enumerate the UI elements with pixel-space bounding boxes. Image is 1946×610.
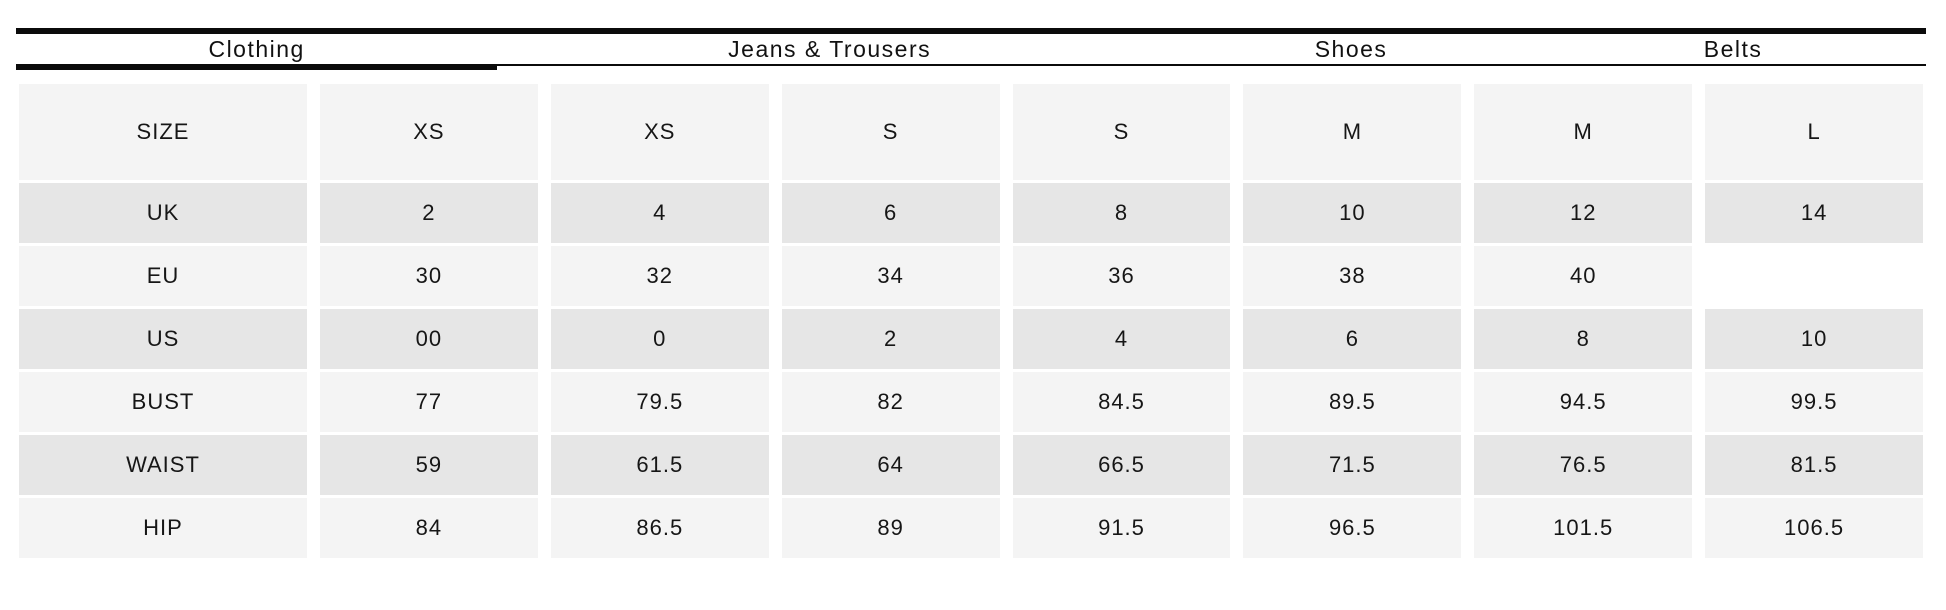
size-cell: 79.5 [550,372,769,432]
row-label-uk: UK [19,183,307,243]
size-cell-empty [1705,246,1923,306]
size-cell: 91.5 [1012,498,1231,558]
size-cell: 6 [781,183,1000,243]
size-cell: 77 [320,372,538,432]
row-label-hip: HIP [19,498,307,558]
size-cell: 84 [320,498,538,558]
size-cell: 4 [1012,309,1231,369]
size-cell: 6 [1243,309,1462,369]
size-cell: 10 [1705,309,1923,369]
size-cell: 8 [1012,183,1231,243]
row-label-us: US [19,309,307,369]
size-cell: XS [320,84,538,180]
tab-clothing[interactable]: Clothing [208,35,305,62]
size-cell: 96.5 [1243,498,1462,558]
row-label-eu: EU [19,246,307,306]
size-cell: 59 [320,435,538,495]
size-cell: 99.5 [1705,372,1923,432]
size-cell: 84.5 [1012,372,1231,432]
size-cell: 76.5 [1474,435,1693,495]
size-cell: 00 [320,309,538,369]
size-cell: 82 [781,372,1000,432]
size-cell: M [1474,84,1693,180]
size-cell: 66.5 [1012,435,1231,495]
row-label-size: SIZE [19,84,307,180]
size-cell: XS [550,84,769,180]
size-cell: 38 [1243,246,1462,306]
tab-jeans-trousers[interactable]: Jeans & Trousers [728,35,932,62]
row-label-waist: WAIST [19,435,307,495]
size-cell: 106.5 [1705,498,1923,558]
size-cell: 89.5 [1243,372,1462,432]
size-cell: 10 [1243,183,1462,243]
size-cell: 40 [1474,246,1693,306]
size-cell: 36 [1012,246,1231,306]
size-cell: 64 [781,435,1000,495]
size-cell: 89 [781,498,1000,558]
size-cell: 34 [781,246,1000,306]
size-cell: 4 [550,183,769,243]
size-cell: 71.5 [1243,435,1462,495]
size-cell: 101.5 [1474,498,1693,558]
size-cell: 32 [550,246,769,306]
size-cell: 61.5 [550,435,769,495]
tab-shoes[interactable]: Shoes [1314,35,1388,62]
size-cell: L [1705,84,1923,180]
size-cell: 86.5 [550,498,769,558]
size-cell: 2 [320,183,538,243]
active-tab-underline [16,64,498,70]
category-tabs: Clothing Jeans & Trousers Shoes Belts [16,28,1926,70]
size-chart-table: SIZE XS XS S S M M L UK 2 4 6 8 10 12 14… [19,84,1923,558]
size-cell: 30 [320,246,538,306]
size-cell: 2 [781,309,1000,369]
row-label-bust: BUST [19,372,307,432]
size-cell: 0 [550,309,769,369]
size-cell: M [1243,84,1462,180]
size-cell: S [1012,84,1231,180]
size-cell: 81.5 [1705,435,1923,495]
size-cell: 12 [1474,183,1693,243]
size-cell: 94.5 [1474,372,1693,432]
size-cell: 8 [1474,309,1693,369]
tab-belts[interactable]: Belts [1703,35,1763,62]
size-cell: 14 [1705,183,1923,243]
size-cell: S [781,84,1000,180]
